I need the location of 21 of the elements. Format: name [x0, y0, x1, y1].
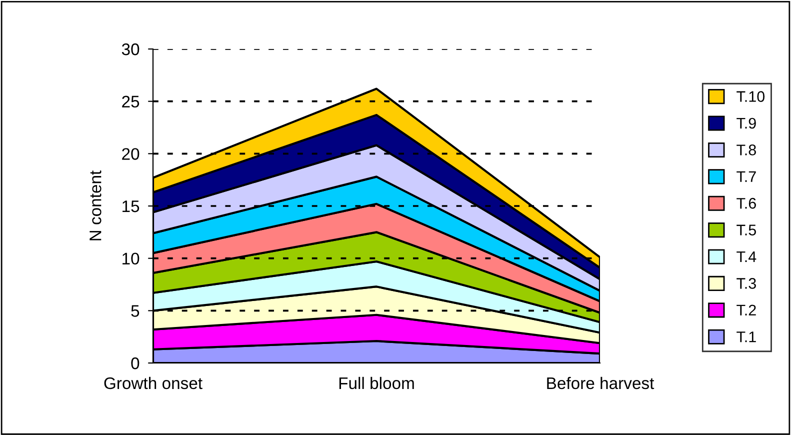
legend-label: T.9	[736, 118, 756, 129]
legend-label: T.2	[736, 304, 756, 316]
legend-label: T.6	[736, 198, 756, 209]
legend-label: T.7	[736, 171, 756, 182]
y-axis-title: N content	[90, 170, 102, 240]
x-tick-label: Growth onset	[104, 376, 202, 390]
y-tick-label: 0	[131, 357, 140, 370]
y-tick-label: 30	[122, 43, 140, 56]
y-tick-label: 20	[122, 148, 140, 160]
y-tick-label: 5	[131, 305, 140, 317]
y-tick-label: 15	[122, 200, 140, 212]
legend-label: T.1	[736, 332, 756, 342]
y-tick-label: 10	[122, 252, 140, 265]
x-tick-label: Full bloom	[339, 376, 414, 390]
x-tick-label: Before harvest	[547, 376, 654, 390]
legend-label: T.3	[736, 278, 756, 289]
legend-label: T.4	[736, 251, 756, 262]
legend-label: T.8	[736, 144, 756, 156]
legend-label: T.5	[736, 224, 756, 236]
y-tick-label: 25	[122, 96, 140, 108]
legend-label: T.10	[736, 91, 765, 102]
